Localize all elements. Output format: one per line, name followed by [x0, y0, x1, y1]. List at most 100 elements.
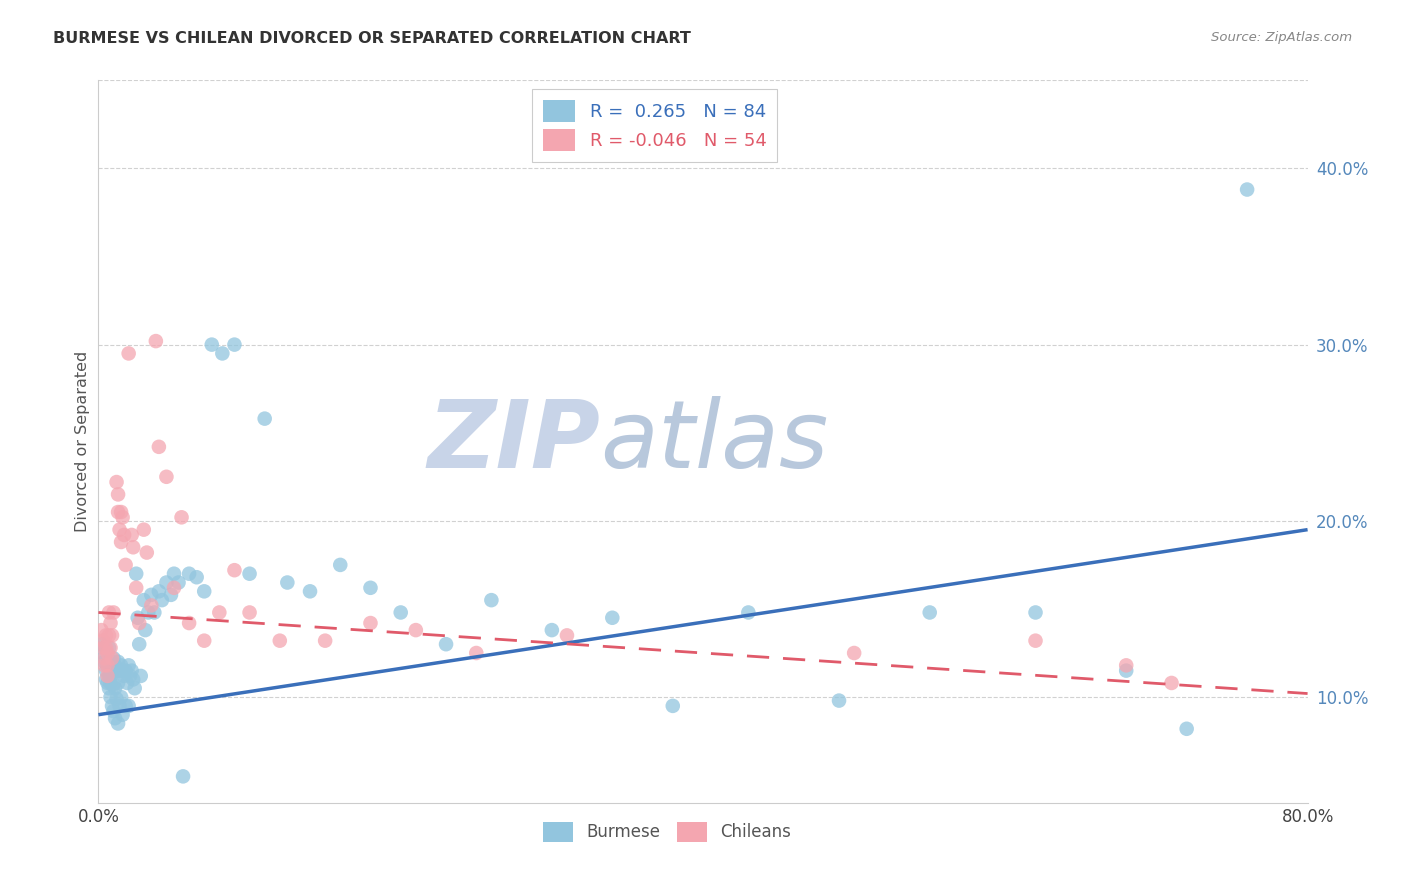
- Point: [170, 510, 193, 524]
- Point: [101, 655, 124, 669]
- Point: [148, 440, 170, 454]
- Point: [163, 581, 186, 595]
- Point: [101, 651, 124, 665]
- Point: [122, 541, 145, 555]
- Point: [253, 411, 276, 425]
- Point: [107, 655, 129, 669]
- Point: [405, 623, 427, 637]
- Point: [108, 698, 131, 713]
- Point: [98, 628, 121, 642]
- Point: [193, 584, 215, 599]
- Point: [1115, 658, 1137, 673]
- Legend: Burmese, Chileans: Burmese, Chileans: [536, 815, 797, 848]
- Point: [100, 690, 122, 704]
- Point: [104, 711, 127, 725]
- Point: [918, 606, 941, 620]
- Point: [135, 545, 157, 559]
- Point: [389, 606, 412, 620]
- Point: [98, 669, 121, 683]
- Point: [1024, 606, 1046, 620]
- Point: [602, 611, 624, 625]
- Point: [155, 470, 177, 484]
- Point: [314, 633, 336, 648]
- Point: [114, 698, 136, 713]
- Point: [1024, 633, 1046, 648]
- Point: [112, 669, 135, 683]
- Point: [115, 676, 138, 690]
- Point: [1160, 676, 1182, 690]
- Point: [118, 346, 141, 360]
- Point: [120, 669, 142, 683]
- Point: [90, 637, 112, 651]
- Point: [108, 664, 131, 678]
- Point: [94, 628, 117, 642]
- Text: ZIP: ZIP: [427, 395, 600, 488]
- Point: [155, 575, 177, 590]
- Point: [148, 584, 170, 599]
- Point: [107, 487, 129, 501]
- Point: [103, 704, 125, 718]
- Point: [201, 337, 224, 351]
- Point: [94, 640, 117, 655]
- Point: [124, 681, 146, 696]
- Point: [110, 535, 132, 549]
- Point: [127, 611, 149, 625]
- Point: [329, 558, 352, 572]
- Point: [239, 606, 262, 620]
- Point: [132, 523, 155, 537]
- Point: [145, 334, 167, 348]
- Point: [101, 628, 124, 642]
- Point: [105, 664, 128, 678]
- Point: [107, 505, 129, 519]
- Point: [143, 606, 166, 620]
- Point: [208, 606, 231, 620]
- Point: [224, 563, 246, 577]
- Text: BURMESE VS CHILEAN DIVORCED OR SEPARATED CORRELATION CHART: BURMESE VS CHILEAN DIVORCED OR SEPARATED…: [53, 31, 692, 46]
- Point: [179, 566, 201, 581]
- Point: [122, 673, 145, 687]
- Point: [141, 599, 163, 613]
- Point: [167, 575, 190, 590]
- Point: [239, 566, 262, 581]
- Point: [111, 510, 134, 524]
- Point: [111, 664, 134, 678]
- Point: [94, 664, 117, 678]
- Point: [91, 640, 114, 655]
- Point: [100, 664, 122, 678]
- Point: [104, 658, 127, 673]
- Point: [269, 633, 291, 648]
- Point: [110, 505, 132, 519]
- Point: [661, 698, 683, 713]
- Point: [105, 691, 128, 706]
- Point: [108, 523, 131, 537]
- Text: atlas: atlas: [600, 396, 828, 487]
- Point: [100, 615, 122, 630]
- Point: [98, 606, 121, 620]
- Point: [163, 566, 186, 581]
- Point: [93, 651, 115, 665]
- Point: [94, 673, 117, 687]
- Point: [98, 681, 121, 696]
- Point: [434, 637, 457, 651]
- Point: [128, 637, 150, 651]
- Point: [96, 669, 118, 683]
- Point: [540, 623, 562, 637]
- Text: Source: ZipAtlas.com: Source: ZipAtlas.com: [1212, 31, 1353, 45]
- Point: [134, 623, 156, 637]
- Point: [121, 528, 143, 542]
- Point: [110, 690, 132, 704]
- Point: [465, 646, 488, 660]
- Point: [111, 707, 134, 722]
- Point: [100, 676, 122, 690]
- Point: [93, 655, 115, 669]
- Point: [360, 615, 382, 630]
- Point: [114, 558, 136, 572]
- Point: [828, 693, 851, 707]
- Point: [141, 588, 163, 602]
- Point: [276, 575, 298, 590]
- Point: [121, 664, 143, 678]
- Point: [179, 615, 201, 630]
- Point: [150, 593, 173, 607]
- Point: [91, 633, 114, 648]
- Point: [118, 698, 141, 713]
